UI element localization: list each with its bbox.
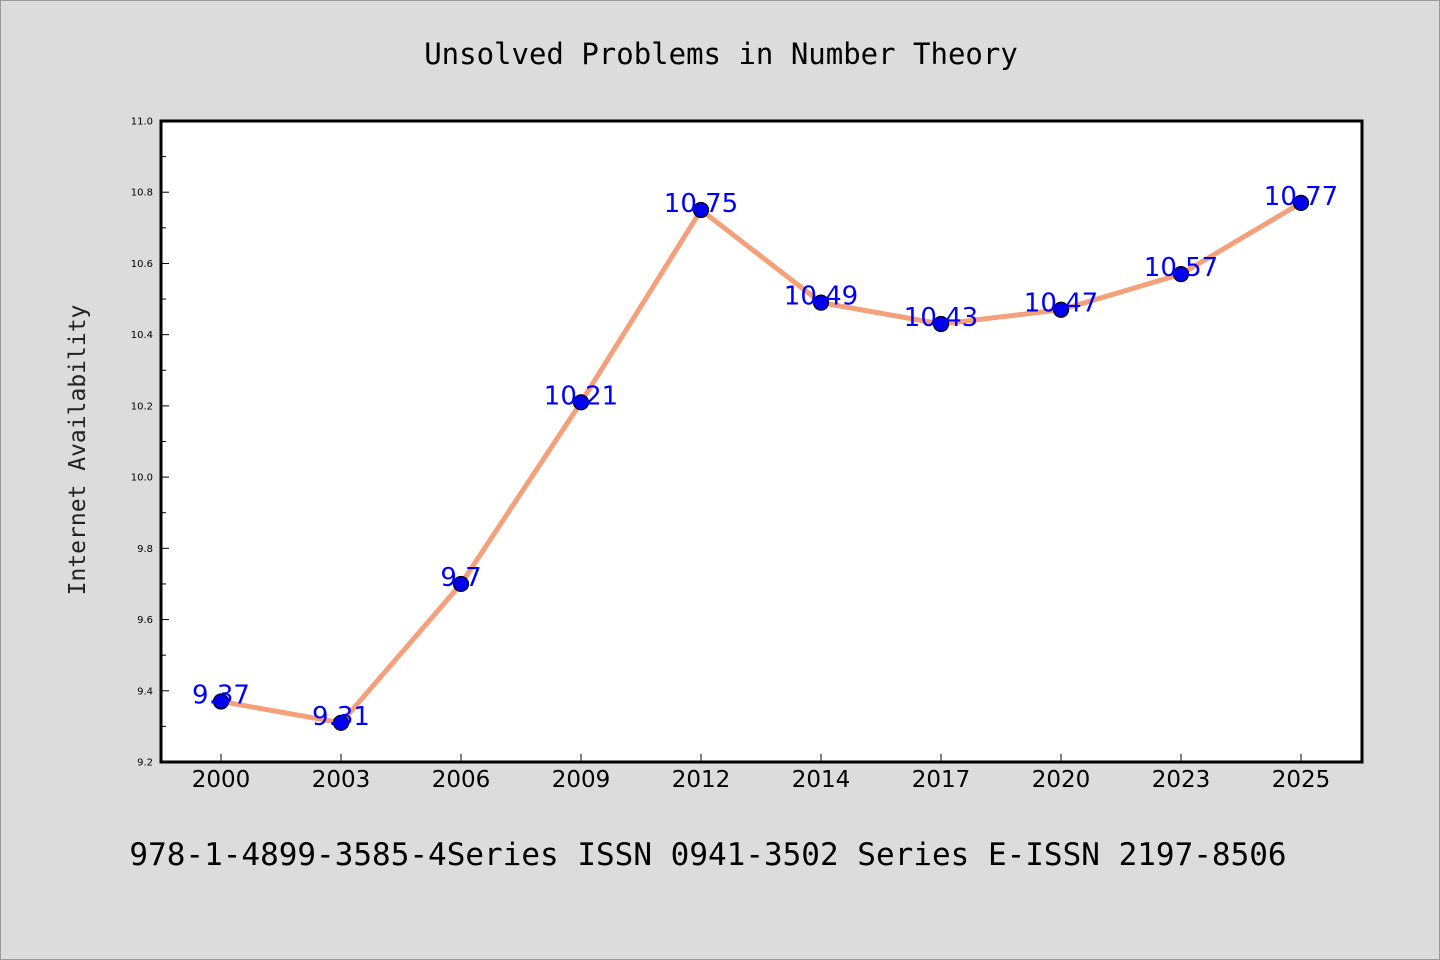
x-tick-label: 2009: [552, 767, 611, 793]
data-label: 10.57: [1144, 253, 1218, 283]
data-markers: [212, 194, 1310, 731]
data-label: 10.75: [664, 189, 738, 219]
y-tick-label: 10.6: [131, 259, 153, 270]
y-tick-label: 10.2: [131, 401, 153, 412]
x-tick-label: 2025: [1272, 767, 1331, 793]
data-point: [332, 714, 350, 731]
series-line: [218, 200, 1304, 726]
data-point: [212, 693, 230, 710]
data-label: 10.77: [1264, 182, 1338, 212]
y-tick-label: 10.0: [131, 473, 153, 484]
data-label: 9.31: [312, 702, 370, 732]
data-point: [932, 315, 950, 333]
data-label: 9.37: [192, 680, 250, 710]
chart-title: Unsolved Problems in Number Theory: [424, 37, 1018, 71]
y-tick-label: 11.0: [131, 117, 153, 128]
data-point: [1172, 266, 1190, 283]
data-point: [1292, 194, 1310, 212]
data-point: [812, 294, 830, 311]
series-line-group: [218, 200, 1304, 726]
y-tick-label: 9.4: [137, 686, 153, 697]
y-tick-label: 10.4: [131, 330, 153, 341]
x-tick-label: 2017: [912, 767, 971, 793]
y-axis: 9.2 9.4 9.6 9.8 10.0 10.2 10.4 10.6 10.8 11.0: [131, 117, 169, 769]
data-labels: 9.37 9.31 9.7 10.21 10.75 10.49 10.43 10.47 10.5…: [192, 182, 1338, 732]
x-tick-label: 2012: [672, 767, 731, 793]
x-tick-label: 2023: [1152, 767, 1211, 793]
y-tick-label: 9.2: [137, 758, 153, 769]
footer-isbn-issn: 978-1-4899-3585-4Series ISSN 0941-3502 S…: [129, 837, 1286, 873]
data-point: [572, 394, 590, 411]
data-label: 9.7: [440, 563, 481, 593]
data-label: 10.21: [544, 381, 618, 411]
x-axis: 2000 2003 2006 2009 2012 2014 2017 2020 2023 2025: [192, 754, 1331, 793]
data-point: [452, 575, 470, 593]
data-label: 10.49: [784, 282, 858, 312]
x-tick-label: 2006: [432, 767, 491, 793]
data-point: [1052, 301, 1070, 318]
x-tick-label: 2000: [192, 767, 251, 793]
y-tick-label: 9.8: [137, 544, 153, 555]
data-label: 10.43: [904, 303, 978, 333]
x-tick-label: 2014: [792, 767, 851, 793]
y-axis-label: Internet Availability: [65, 305, 91, 596]
data-point: [692, 201, 710, 219]
y-tick-label: 9.6: [137, 615, 153, 626]
x-tick-label: 2003: [312, 767, 371, 793]
plot-area: [159, 119, 1364, 764]
y-tick-label: 10.8: [131, 188, 153, 199]
x-tick-label: 2020: [1032, 767, 1091, 793]
data-label: 10.47: [1024, 289, 1098, 319]
